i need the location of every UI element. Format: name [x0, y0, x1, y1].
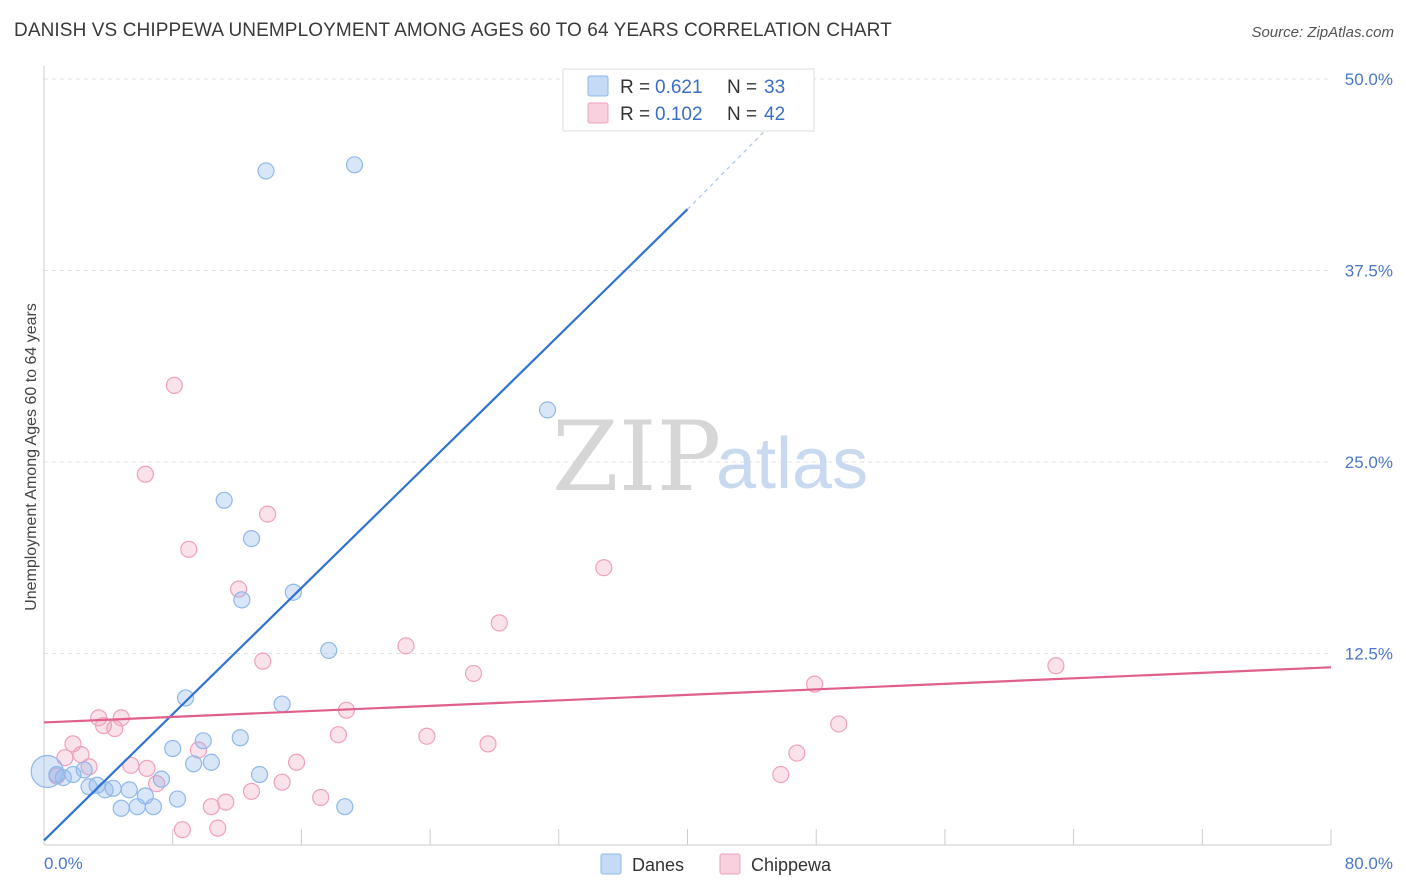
chippewa-point	[397, 637, 415, 655]
danes-point	[320, 641, 338, 660]
danes-point	[185, 755, 203, 773]
danes-point	[112, 799, 130, 817]
chippewa-point	[273, 773, 291, 791]
chippewa-point	[138, 759, 156, 778]
chippewa-points	[48, 376, 1065, 839]
danes-point	[336, 798, 354, 816]
chippewa-point	[464, 664, 483, 683]
danes-legend-swatch	[587, 75, 609, 97]
chippewa-point	[242, 782, 261, 800]
danes-point	[88, 776, 106, 794]
y-tick-label: 12.5%	[1345, 645, 1393, 664]
chippewa-bottom-swatch	[719, 853, 741, 875]
chippewa-point	[80, 758, 98, 776]
danes-point	[168, 790, 187, 808]
chippewa-point	[418, 727, 436, 745]
chippewa-point	[490, 614, 508, 632]
chippewa-point	[1047, 657, 1065, 675]
chippewa-trend-line	[43, 666, 1332, 724]
chippewa-point	[230, 580, 248, 598]
chippewa-point	[595, 559, 613, 577]
y-tick-labels: 12.5% 25.0% 37.5% 50.0%	[1345, 70, 1393, 664]
danes-r-label: R =	[620, 77, 650, 98]
danes-point	[144, 798, 162, 816]
chippewa-point	[479, 735, 497, 753]
y-tick-label: 25.0%	[1345, 453, 1393, 472]
danes-point	[64, 765, 82, 784]
danes-point	[257, 162, 275, 180]
danes-point	[54, 768, 72, 787]
danes-point	[273, 695, 291, 713]
danes-trend-line	[43, 208, 689, 842]
chippewa-point	[106, 719, 124, 738]
x-tick-label: 0.0%	[44, 854, 83, 873]
chippewa-point	[772, 765, 790, 784]
chippewa-point	[254, 652, 272, 670]
chippewa-point	[202, 798, 220, 816]
x-tick-label: 80.0%	[1345, 854, 1393, 873]
chippewa-point	[312, 788, 330, 807]
chippewa-n-value: 42	[764, 104, 785, 125]
chippewa-point	[136, 465, 154, 483]
chippewa-point	[122, 756, 140, 774]
danes-point	[104, 779, 122, 797]
danes-point	[242, 529, 261, 548]
series-legend: Danes Chippewa	[600, 853, 832, 875]
danes-bottom-swatch	[600, 853, 622, 875]
chippewa-legend-swatch	[587, 102, 609, 124]
danes-points	[30, 156, 557, 817]
chippewa-point	[56, 749, 74, 767]
chippewa-point	[805, 675, 824, 693]
chippewa-n-label: N =	[727, 104, 757, 125]
danes-point	[120, 781, 138, 799]
danes-point	[202, 753, 220, 771]
danes-point	[164, 739, 182, 758]
danes-n-label: N =	[727, 77, 757, 98]
danes-point	[215, 491, 233, 509]
chippewa-point	[165, 376, 183, 394]
chippewa-point	[173, 821, 191, 839]
danes-point	[538, 401, 557, 419]
danes-n-value: 33	[764, 77, 785, 98]
chippewa-point	[217, 793, 235, 811]
danes-point	[194, 732, 212, 750]
chippewa-point	[287, 753, 306, 771]
chippewa-point	[148, 775, 166, 793]
danes-point	[345, 156, 364, 174]
chippewa-point	[259, 505, 277, 523]
y-tick-label: 37.5%	[1345, 262, 1393, 281]
danes-point	[152, 770, 171, 788]
danes-point	[250, 765, 269, 784]
source-label: Source: ZipAtlas.com	[1251, 24, 1394, 41]
danes-point	[231, 729, 249, 747]
gridlines	[44, 78, 1331, 654]
chippewa-point	[788, 744, 806, 762]
chippewa-r-value: 0.102	[655, 104, 703, 125]
danes-point	[284, 583, 302, 601]
y-axis-label: Unemployment Among Ages 60 to 64 years	[23, 303, 40, 611]
chippewa-r-label: R =	[620, 104, 650, 125]
danes-point	[233, 591, 251, 609]
watermark-zip: ZIP	[552, 401, 721, 513]
axes	[43, 66, 1332, 846]
chippewa-point	[329, 726, 348, 744]
chippewa-point	[209, 819, 227, 837]
danes-point	[176, 689, 195, 707]
danes-point	[75, 761, 93, 779]
chippewa-point	[94, 716, 113, 735]
chippewa-point	[180, 540, 198, 558]
x-tick-labels: 0.0% 80.0%	[44, 854, 1393, 873]
chippewa-bottom-label: Chippewa	[751, 855, 832, 875]
chippewa-point	[830, 715, 848, 733]
stats-legend: R = 0.621 N = 33 R = 0.102 N = 42	[562, 68, 815, 132]
chart-title: DANISH VS CHIPPEWA UNEMPLOYMENT AMONG AG…	[14, 20, 892, 41]
danes-bottom-label: Danes	[632, 855, 684, 875]
y-tick-label: 50.0%	[1345, 70, 1393, 89]
danes-r-value: 0.621	[655, 77, 703, 98]
watermark-atlas: atlas	[716, 424, 868, 504]
